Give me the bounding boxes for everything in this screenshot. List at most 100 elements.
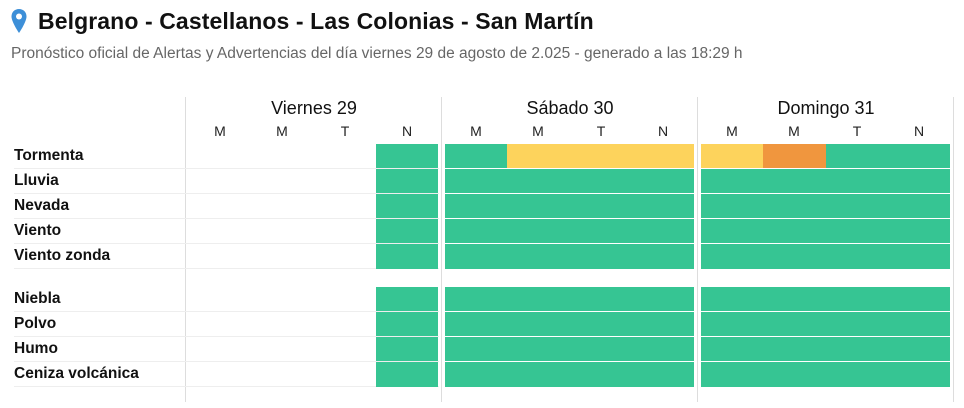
alert-cell-green (507, 169, 570, 193)
row-divider (14, 268, 439, 269)
alert-cell-green (570, 287, 632, 311)
alert-cell-green (826, 312, 888, 336)
alert-cell-green (570, 362, 632, 387)
alert-cell-green (888, 337, 950, 361)
alert-cell-green (632, 169, 694, 193)
slot-header: M (276, 123, 288, 139)
day-divider (697, 97, 698, 402)
slot-header: T (596, 123, 606, 139)
alert-cell-green (763, 362, 826, 387)
alert-cell-green (507, 337, 570, 361)
alert-cell-green (376, 244, 438, 269)
slot-header: N (913, 123, 925, 139)
alert-cell-green (632, 362, 694, 387)
alert-cell-green (376, 169, 438, 193)
alert-cell-green (570, 312, 632, 336)
row-label-viento-zonda: Viento zonda (14, 247, 111, 264)
alert-cell-green (507, 244, 570, 269)
alert-cell-green (507, 362, 570, 387)
alert-cell-green (826, 169, 888, 193)
alert-cell-green (888, 169, 950, 193)
row-divider (14, 193, 439, 194)
alert-cell-green (445, 244, 507, 269)
day-header-domingo: Domingo 31 (777, 98, 875, 118)
alert-cell-green (445, 287, 507, 311)
alert-cell-green (701, 337, 763, 361)
alert-cell-yellow (701, 144, 763, 168)
alert-cell-yellow (507, 144, 570, 168)
alert-cell-green (507, 219, 570, 243)
alert-cell-green (701, 219, 763, 243)
row-divider (14, 218, 439, 219)
alert-cell-green (445, 337, 507, 361)
alert-cell-green (763, 219, 826, 243)
slot-header: T (852, 123, 862, 139)
alert-cell-green (445, 219, 507, 243)
alert-cell-green (632, 312, 694, 336)
map-pin-icon (11, 9, 27, 33)
row-divider (14, 386, 439, 387)
page-title: Belgrano - Castellanos - Las Colonias - … (38, 7, 594, 34)
alert-cell-green (701, 169, 763, 193)
row-divider (14, 336, 439, 337)
alert-cell-green (376, 362, 438, 387)
slot-header: M (726, 123, 738, 139)
row-label-humo: Humo (14, 340, 58, 357)
row-label-niebla: Niebla (14, 290, 61, 307)
alert-cell-green (376, 312, 438, 336)
page-subtitle: Pronóstico oficial de Alertas y Adverten… (11, 45, 743, 62)
alert-cell-green (570, 169, 632, 193)
alert-cell-green (376, 194, 438, 218)
row-label-nevada: Nevada (14, 197, 70, 214)
alert-cell-green (632, 194, 694, 218)
alert-cell-green (763, 169, 826, 193)
row-divider (14, 361, 439, 362)
alert-cell-green (888, 244, 950, 269)
alert-cell-green (507, 312, 570, 336)
alert-cell-green (763, 287, 826, 311)
slot-header: T (340, 123, 350, 139)
alert-cell-green (445, 312, 507, 336)
alert-cell-green (826, 337, 888, 361)
alert-cell-green (826, 362, 888, 387)
slot-header: M (214, 123, 226, 139)
alert-cell-green (888, 312, 950, 336)
alert-cell-green (445, 362, 507, 387)
slot-header: M (470, 123, 482, 139)
alert-cell-green (763, 312, 826, 336)
row-label-viento: Viento (14, 222, 62, 239)
alert-cell-green (507, 194, 570, 218)
day-divider (441, 97, 442, 402)
alert-cell-green (826, 244, 888, 269)
row-label-ceniza-volcanica: Ceniza volcánica (14, 365, 139, 382)
alert-cell-green (445, 194, 507, 218)
alert-cell-green (763, 337, 826, 361)
alert-cell-green (632, 219, 694, 243)
day-divider (185, 97, 186, 402)
alert-cell-green (701, 194, 763, 218)
alert-cell-green (701, 312, 763, 336)
alert-cell-green (826, 194, 888, 218)
row-label-polvo: Polvo (14, 315, 57, 332)
page-header: Belgrano - Castellanos - Las Colonias - … (10, 5, 594, 37)
alert-cell-green (763, 194, 826, 218)
alert-cell-green (445, 169, 507, 193)
alert-cell-green (570, 194, 632, 218)
row-label-lluvia: Lluvia (14, 172, 59, 189)
row-divider (14, 243, 439, 244)
alert-cell-green (376, 219, 438, 243)
alert-cell-orange (763, 144, 826, 168)
alert-cell-green (826, 144, 888, 168)
alert-cell-green (888, 219, 950, 243)
day-header-sabado: Sábado 30 (526, 98, 614, 118)
alert-cell-yellow (570, 144, 632, 168)
alert-cell-green (701, 362, 763, 387)
row-label-tormenta: Tormenta (14, 147, 84, 164)
alert-cell-green (826, 219, 888, 243)
slot-header: M (788, 123, 800, 139)
day-header-viernes: Viernes 29 (271, 98, 357, 118)
alert-cell-green (763, 244, 826, 269)
alert-cell-green (376, 337, 438, 361)
alert-cell-green (888, 287, 950, 311)
